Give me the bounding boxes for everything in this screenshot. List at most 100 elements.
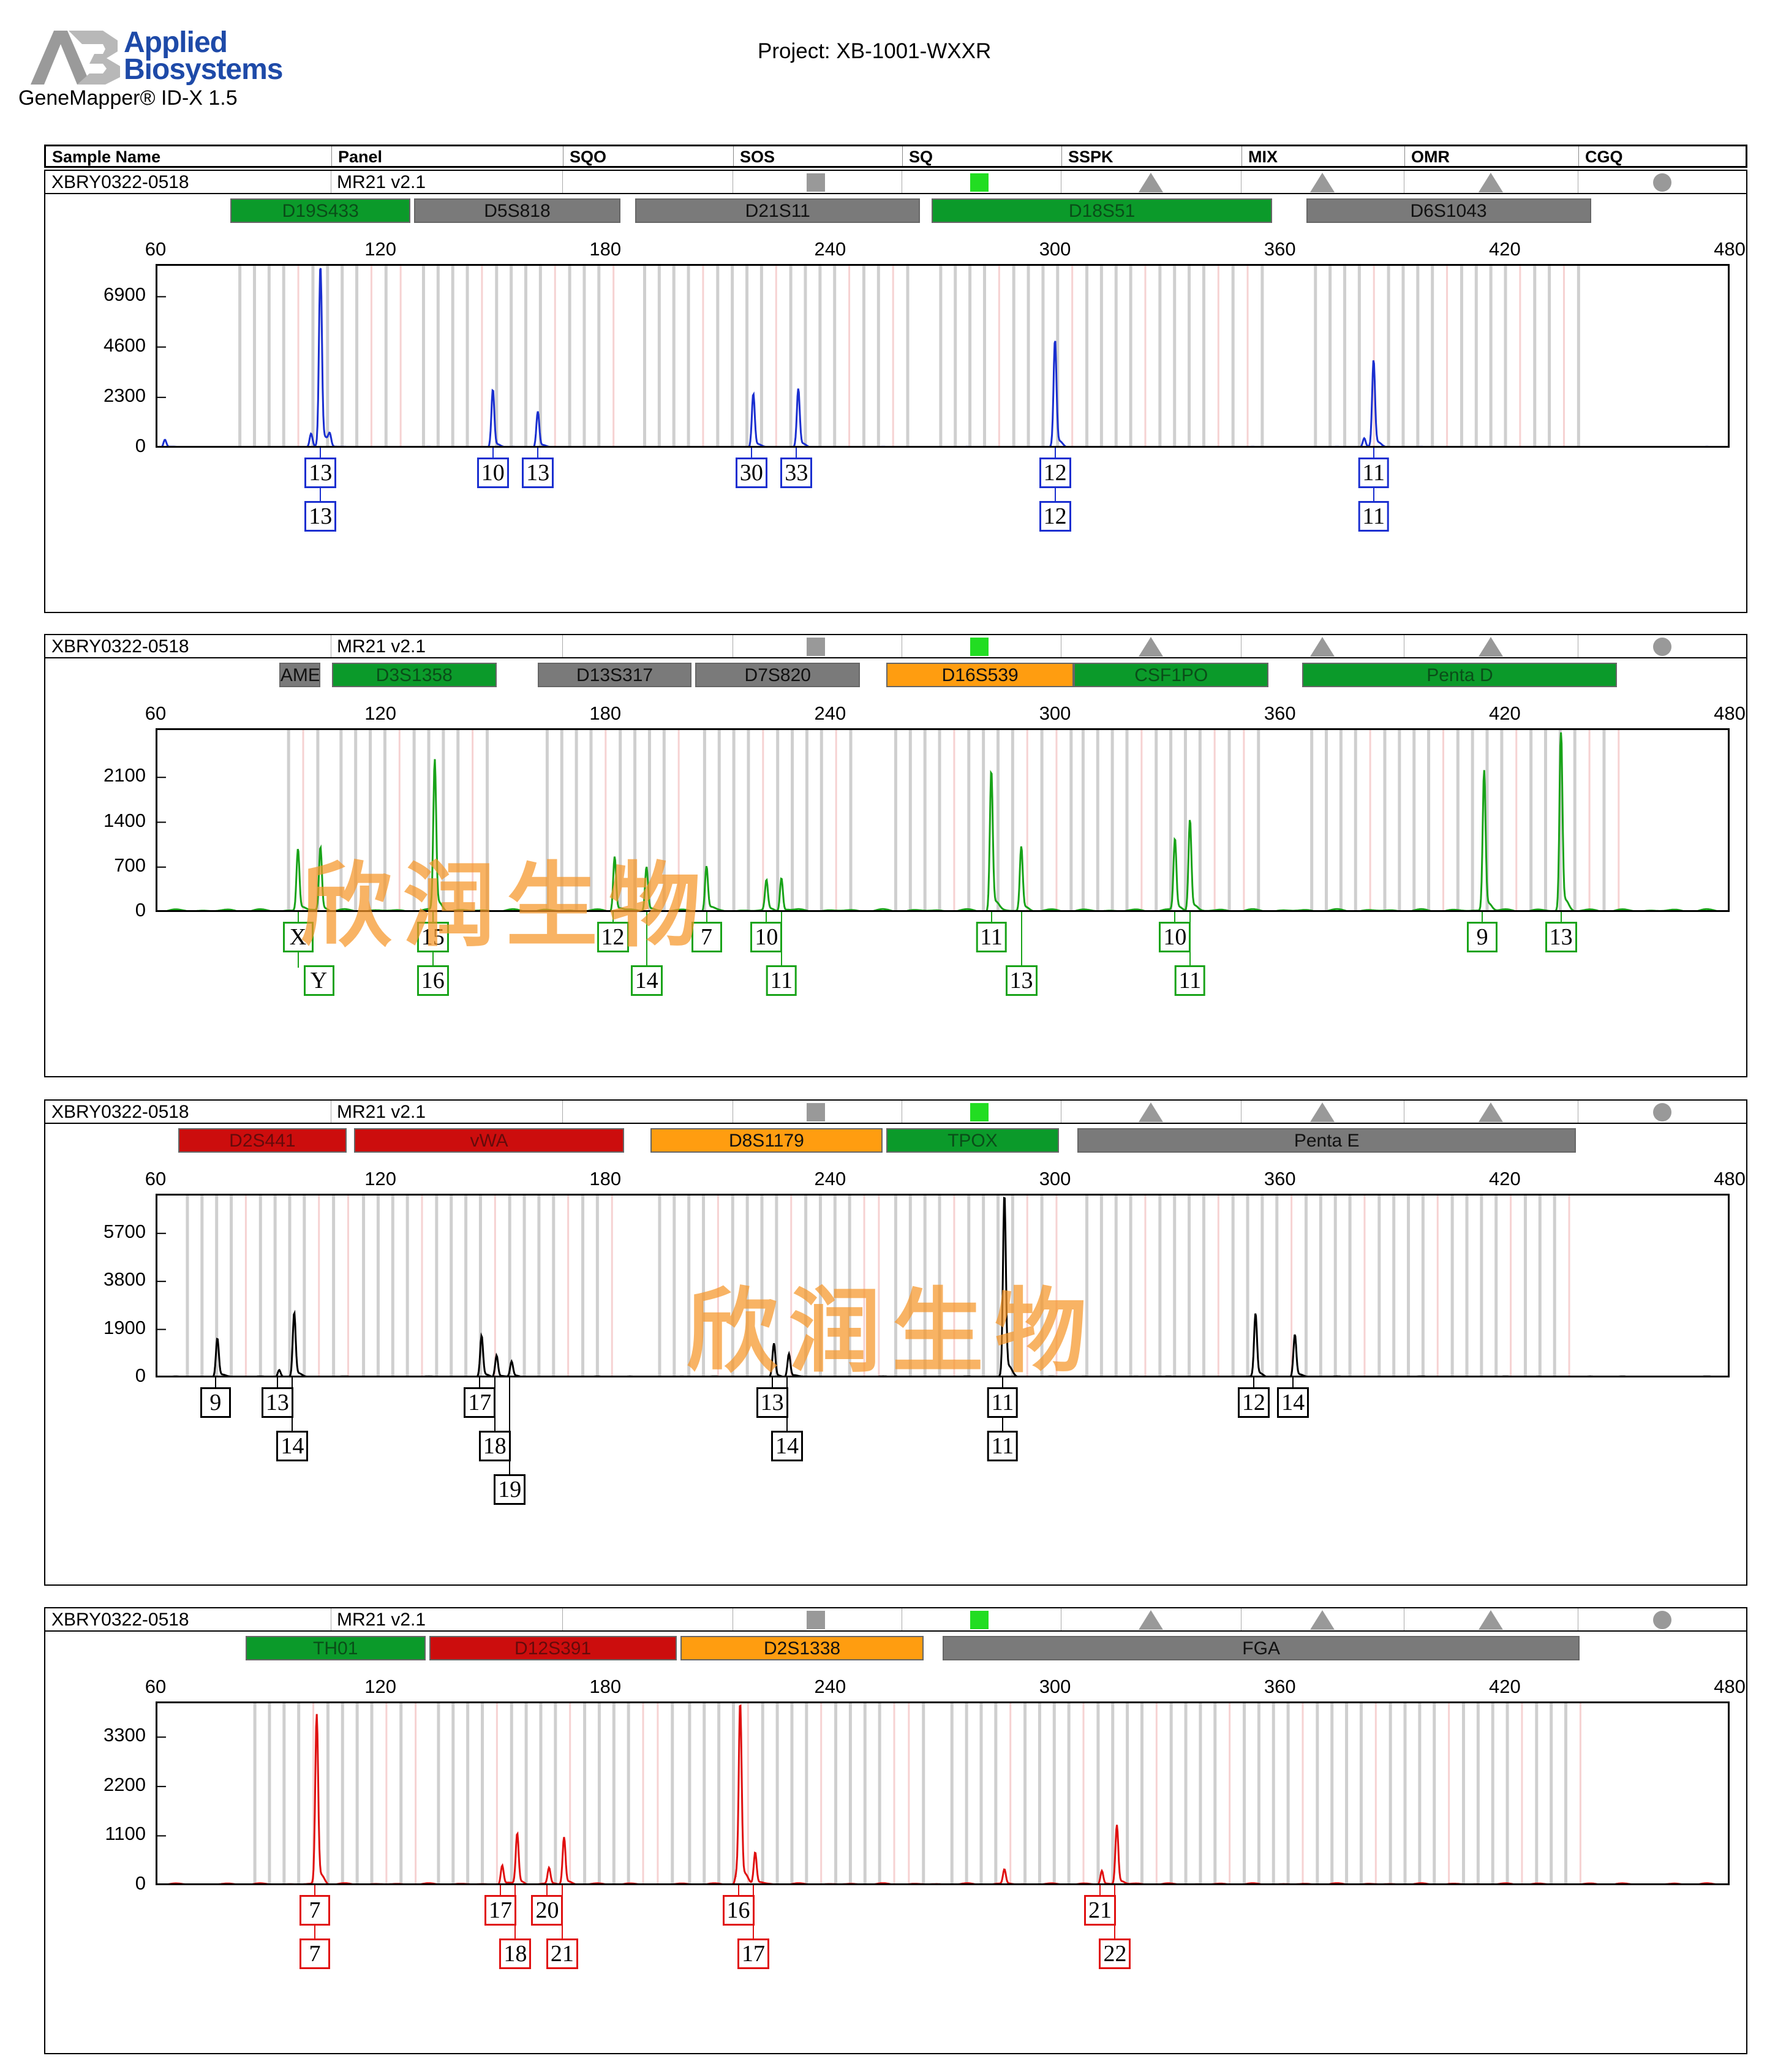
quality-flag-triangle-icon[interactable] — [1479, 1102, 1503, 1122]
locus-marker[interactable]: D7S820 — [695, 663, 861, 687]
quality-flag-triangle-icon[interactable] — [1479, 173, 1503, 192]
allele-call-label[interactable]: 11 — [766, 965, 797, 996]
sample-row[interactable]: XBRY0322-0518 MR21 v2.1 — [45, 1101, 1746, 1124]
quality-flag-triangle-icon[interactable] — [1479, 1610, 1503, 1630]
allele-call-label[interactable]: 7 — [300, 1938, 331, 1969]
quality-flag-square-icon[interactable] — [807, 1611, 825, 1629]
locus-marker[interactable]: D6S1043 — [1306, 198, 1591, 223]
allele-call-label[interactable]: 12 — [1039, 458, 1071, 488]
locus-marker[interactable]: D12S391 — [429, 1636, 677, 1660]
electropherogram-plot[interactable] — [156, 1701, 1730, 1885]
locus-marker[interactable]: TH01 — [245, 1636, 426, 1660]
allele-call-label[interactable]: 18 — [499, 1938, 532, 1969]
allele-call-label[interactable]: 18 — [478, 1431, 511, 1461]
quality-flag-circle-icon[interactable] — [1653, 173, 1671, 192]
allele-call-label[interactable]: 14 — [1277, 1387, 1309, 1418]
col-sq[interactable]: SQ — [902, 146, 1061, 166]
locus-marker[interactable]: D2S1338 — [680, 1636, 924, 1660]
col-mix[interactable]: MIX — [1241, 146, 1404, 166]
quality-flag-square-icon[interactable] — [970, 173, 989, 192]
allele-call-label[interactable]: 16 — [722, 1895, 755, 1926]
sample-row[interactable]: XBRY0322-0518 MR21 v2.1 — [45, 171, 1746, 194]
quality-flag-triangle-icon[interactable] — [1479, 637, 1503, 657]
locus-marker[interactable]: AME — [279, 663, 321, 687]
allele-call-label[interactable]: 10 — [1159, 922, 1191, 952]
allele-call-label[interactable]: 14 — [630, 965, 663, 996]
allele-call-label[interactable]: 9 — [1467, 922, 1498, 952]
allele-call-label[interactable]: 13 — [1005, 965, 1038, 996]
sample-row[interactable]: XBRY0322-0518 MR21 v2.1 — [45, 1608, 1746, 1632]
locus-marker[interactable]: D21S11 — [635, 198, 921, 223]
locus-marker[interactable]: TPOX — [886, 1128, 1059, 1153]
locus-marker[interactable]: D8S1179 — [650, 1128, 883, 1153]
allele-call-label[interactable]: 7 — [300, 1895, 331, 1926]
quality-flag-triangle-icon[interactable] — [1310, 1610, 1335, 1630]
locus-marker[interactable]: D13S317 — [538, 663, 692, 687]
locus-marker[interactable]: D2S441 — [178, 1128, 347, 1153]
allele-call-label[interactable]: 13 — [1545, 922, 1577, 952]
allele-call-label[interactable]: 17 — [737, 1938, 769, 1969]
quality-flag-square-icon[interactable] — [807, 173, 825, 192]
locus-marker[interactable]: D16S539 — [886, 663, 1074, 687]
allele-call-label[interactable]: 19 — [494, 1474, 526, 1505]
quality-flag-triangle-icon[interactable] — [1310, 1102, 1335, 1122]
locus-marker[interactable]: CSF1PO — [1074, 663, 1269, 687]
locus-marker[interactable]: Penta D — [1302, 663, 1618, 687]
allele-call-label[interactable]: 17 — [484, 1895, 516, 1926]
col-sample-name[interactable]: Sample Name — [52, 148, 161, 166]
allele-call-label[interactable]: 21 — [1084, 1895, 1116, 1926]
allele-call-label[interactable]: 30 — [735, 458, 767, 488]
quality-flag-circle-icon[interactable] — [1653, 638, 1671, 656]
allele-call-label[interactable]: 10 — [750, 922, 783, 952]
allele-call-label[interactable]: 11 — [1358, 458, 1389, 488]
allele-call-label[interactable]: 11 — [987, 1431, 1019, 1461]
electropherogram-plot[interactable] — [156, 264, 1730, 448]
quality-flag-triangle-icon[interactable] — [1139, 1102, 1163, 1122]
allele-call-label[interactable]: 12 — [1039, 501, 1071, 532]
allele-call-label[interactable]: 11 — [976, 922, 1007, 952]
quality-flag-circle-icon[interactable] — [1653, 1611, 1671, 1629]
allele-call-label[interactable]: 12 — [1237, 1387, 1270, 1418]
allele-call-label[interactable]: 11 — [987, 1387, 1019, 1418]
col-cgq[interactable]: CGQ — [1578, 146, 1746, 166]
quality-flag-triangle-icon[interactable] — [1310, 173, 1335, 192]
allele-call-label[interactable]: X — [282, 922, 314, 952]
quality-flag-triangle-icon[interactable] — [1310, 637, 1335, 657]
locus-marker[interactable]: FGA — [943, 1636, 1580, 1660]
allele-call-label[interactable]: 17 — [464, 1387, 496, 1418]
allele-call-label[interactable]: 13 — [261, 1387, 293, 1418]
allele-call-label[interactable]: 22 — [1099, 1938, 1131, 1969]
sample-row[interactable]: XBRY0322-0518 MR21 v2.1 — [45, 635, 1746, 658]
quality-flag-circle-icon[interactable] — [1653, 1103, 1671, 1121]
quality-flag-triangle-icon[interactable] — [1139, 173, 1163, 192]
col-sos[interactable]: SOS — [733, 146, 902, 166]
allele-call-label[interactable]: 20 — [531, 1895, 563, 1926]
allele-call-label[interactable]: 16 — [416, 965, 449, 996]
quality-flag-triangle-icon[interactable] — [1139, 637, 1163, 657]
col-omr[interactable]: OMR — [1404, 146, 1578, 166]
quality-flag-square-icon[interactable] — [970, 1611, 989, 1629]
allele-call-label[interactable]: 13 — [522, 458, 554, 488]
allele-call-label[interactable]: 12 — [597, 922, 629, 952]
allele-call-label[interactable]: 15 — [416, 922, 449, 952]
quality-flag-square-icon[interactable] — [807, 1103, 825, 1121]
allele-call-label[interactable]: Y — [303, 965, 334, 996]
allele-call-label[interactable]: 14 — [771, 1431, 804, 1461]
electropherogram-plot[interactable] — [156, 1194, 1730, 1377]
allele-call-label[interactable]: 13 — [304, 458, 337, 488]
col-panel[interactable]: Panel — [331, 146, 563, 166]
allele-call-label[interactable]: 11 — [1358, 501, 1389, 532]
locus-marker[interactable]: D5S818 — [414, 198, 620, 223]
locus-marker[interactable]: Penta E — [1077, 1128, 1577, 1153]
quality-flag-square-icon[interactable] — [970, 1103, 989, 1121]
quality-flag-square-icon[interactable] — [970, 638, 989, 656]
allele-call-label[interactable]: 13 — [756, 1387, 788, 1418]
quality-flag-triangle-icon[interactable] — [1139, 1610, 1163, 1630]
electropherogram-plot[interactable] — [156, 728, 1730, 912]
allele-call-label[interactable]: 14 — [276, 1431, 309, 1461]
col-sspk[interactable]: SSPK — [1061, 146, 1241, 166]
allele-call-label[interactable]: 33 — [780, 458, 813, 488]
allele-call-label[interactable]: 13 — [304, 501, 337, 532]
allele-call-label[interactable]: 10 — [477, 458, 509, 488]
locus-marker[interactable]: D18S51 — [931, 198, 1273, 223]
